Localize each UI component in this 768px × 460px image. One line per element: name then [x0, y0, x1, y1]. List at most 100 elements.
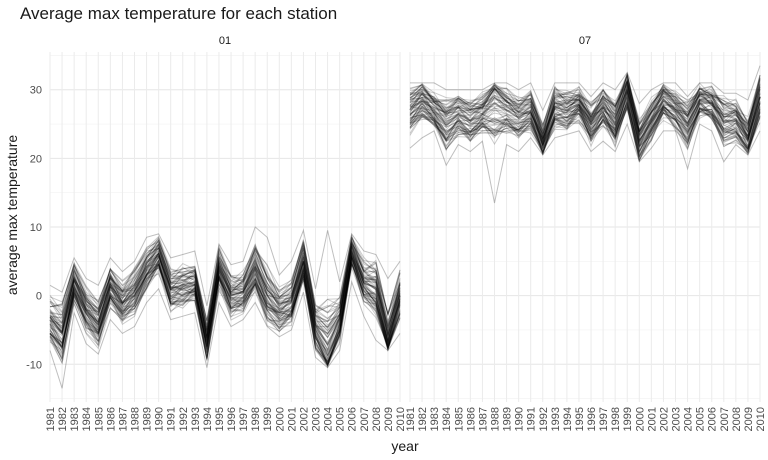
station-line — [409, 91, 761, 148]
x-tick-label: 2004 — [323, 407, 335, 431]
station-line — [409, 77, 761, 129]
y-tick-label: 0 — [36, 291, 42, 303]
station-line — [49, 255, 401, 360]
x-tick-label: 2003 — [311, 407, 323, 431]
x-tick-label: 2009 — [743, 407, 755, 431]
x-tick-label: 1981 — [405, 407, 417, 431]
station-line — [409, 79, 761, 133]
station-line — [409, 78, 761, 139]
station-line — [409, 92, 761, 155]
y-tick-label: 20 — [30, 153, 42, 165]
x-tick-label: 1996 — [586, 407, 598, 431]
station-line — [49, 252, 401, 357]
station-line — [409, 98, 761, 154]
station-line — [49, 247, 401, 338]
panel-strip-label: 07 — [579, 35, 591, 47]
station-line — [49, 233, 401, 331]
station-line — [409, 74, 761, 133]
station-line — [49, 263, 401, 366]
y-tick-label: 10 — [30, 222, 42, 234]
station-line — [409, 90, 761, 150]
station-line — [49, 254, 401, 357]
station-line — [409, 89, 761, 143]
station-line — [409, 77, 761, 133]
station-line — [409, 106, 761, 156]
station-line — [409, 73, 761, 137]
station-line — [49, 256, 401, 355]
station-line-max — [49, 226, 401, 307]
x-tick-label: 1989 — [502, 407, 514, 431]
station-line — [49, 258, 401, 367]
x-tick-label: 1982 — [417, 407, 429, 431]
station-line — [409, 106, 761, 163]
station-line — [49, 245, 401, 333]
station-line — [49, 239, 401, 333]
station-line-min — [49, 279, 401, 389]
x-tick-label: 1997 — [238, 407, 250, 431]
station-line — [409, 105, 761, 159]
station-line — [49, 244, 401, 339]
station-line — [49, 254, 401, 368]
x-tick-label: 1984 — [81, 407, 93, 431]
station-line — [409, 102, 761, 162]
y-tick-label: 30 — [30, 85, 42, 97]
station-line — [49, 261, 401, 363]
station-line — [409, 74, 761, 137]
x-tick-label: 1985 — [453, 407, 465, 431]
station-line — [409, 84, 761, 147]
station-line — [49, 262, 401, 365]
x-tick-label: 1987 — [477, 407, 489, 431]
x-tick-label: 1992 — [538, 407, 550, 431]
x-tick-label: 2003 — [671, 407, 683, 431]
station-line — [409, 101, 761, 154]
station-line — [409, 101, 761, 154]
x-tick-label: 1998 — [610, 407, 622, 431]
station-line — [409, 98, 761, 158]
station-line — [49, 247, 401, 336]
station-line — [409, 76, 761, 134]
x-tick-label: 2004 — [683, 407, 695, 431]
station-line — [49, 245, 401, 338]
station-line-dense — [409, 86, 761, 145]
station-line — [409, 82, 761, 136]
station-line — [49, 252, 401, 353]
station-line — [409, 74, 761, 131]
x-tick-label: 2007 — [719, 407, 731, 431]
panel-strip-label: 01 — [219, 35, 231, 47]
station-line — [49, 254, 401, 365]
station-line — [49, 252, 401, 351]
station-line — [49, 250, 401, 366]
x-tick-label: 1990 — [154, 407, 166, 431]
station-line — [49, 241, 401, 341]
station-line — [409, 71, 761, 131]
station-line — [409, 90, 761, 151]
station-line-dense — [49, 247, 401, 346]
station-line — [49, 259, 401, 367]
station-line — [409, 87, 761, 147]
station-line — [49, 259, 401, 367]
station-line — [49, 256, 401, 363]
x-tick-label: 1996 — [226, 407, 238, 431]
x-tick-label: 2001 — [646, 407, 658, 431]
station-line — [49, 238, 401, 332]
x-tick-label: 1986 — [465, 407, 477, 431]
x-tick-label: 1987 — [117, 407, 129, 431]
station-line — [49, 257, 401, 362]
station-line — [409, 81, 761, 142]
station-line — [49, 240, 401, 333]
station-line — [409, 84, 761, 141]
station-line — [49, 258, 401, 369]
station-line — [49, 235, 401, 321]
y-tick-label: -10 — [26, 359, 42, 371]
station-line — [49, 261, 401, 363]
station-line — [409, 94, 761, 150]
chart-title: Average max temperature for each station — [20, 4, 338, 23]
station-line — [49, 244, 401, 348]
x-tick-label: 1992 — [178, 407, 190, 431]
station-line — [409, 99, 761, 158]
station-line — [49, 238, 401, 325]
station-line — [409, 74, 761, 134]
x-tick-label: 2008 — [731, 407, 743, 431]
station-line — [409, 85, 761, 148]
station-line — [409, 73, 761, 138]
